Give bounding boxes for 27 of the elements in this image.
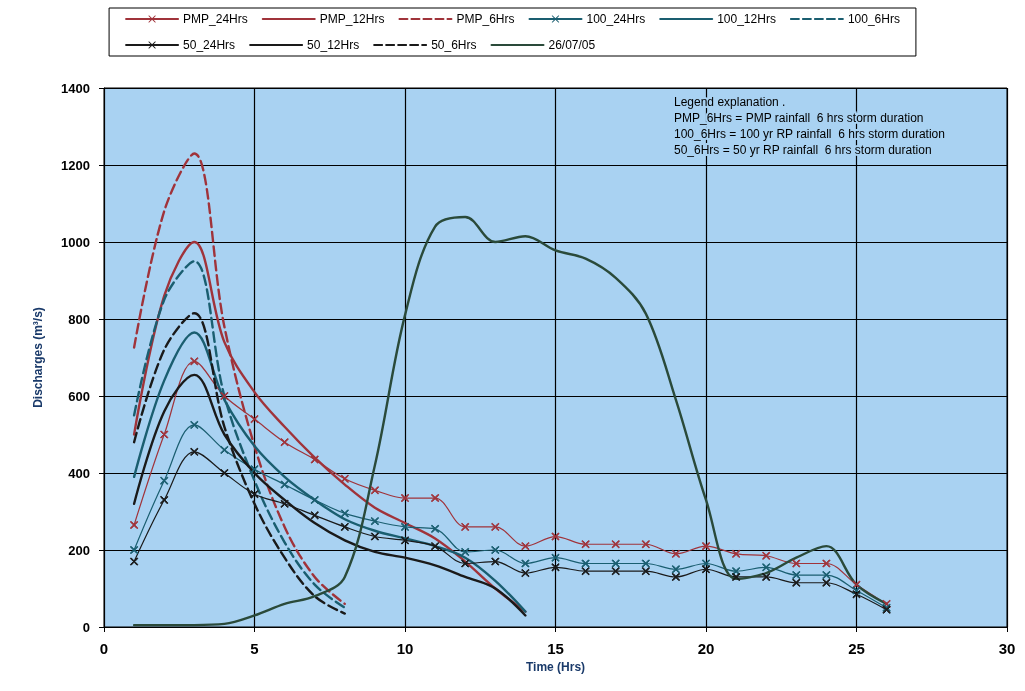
y-axis-title: Discharges (m³/s): [31, 307, 45, 408]
legend-label: PMP_12Hrs: [319, 12, 385, 26]
legend-label: 50_6Hrs: [431, 38, 477, 52]
legend-label: PMP_6Hrs: [456, 12, 515, 26]
y-tick-label: 1200: [61, 157, 90, 173]
legend-label: 100_6Hrs: [847, 12, 900, 26]
legend-label: 100_24Hrs: [586, 12, 646, 26]
legend-label: 26/07/05: [548, 38, 596, 52]
y-tick-label: 0: [82, 619, 90, 635]
x-tick-label: 30: [998, 640, 1016, 657]
y-tick-label: 1400: [61, 80, 90, 96]
legend-label: 100_12Hrs: [717, 12, 776, 26]
x-tick-label: 0: [99, 640, 109, 657]
y-tick-label: 200: [68, 542, 90, 558]
y-tick-label: 1000: [61, 234, 90, 250]
x-tick-label: 5: [250, 640, 259, 657]
y-tick-label: 800: [68, 311, 90, 327]
x-axis-title: Time (Hrs): [525, 659, 586, 674]
legend-label: 50_12Hrs: [307, 38, 360, 52]
x-tick-label: 10: [396, 640, 414, 657]
x-tick-label: 15: [547, 640, 564, 657]
legend-label: 50_24Hrs: [183, 38, 236, 52]
y-tick-label: 600: [68, 388, 90, 404]
legend-label: PMP_24Hrs: [183, 12, 248, 26]
x-tick-label: 20: [697, 640, 715, 657]
x-tick-label: 25: [848, 640, 865, 657]
y-tick-label: 400: [68, 465, 90, 481]
